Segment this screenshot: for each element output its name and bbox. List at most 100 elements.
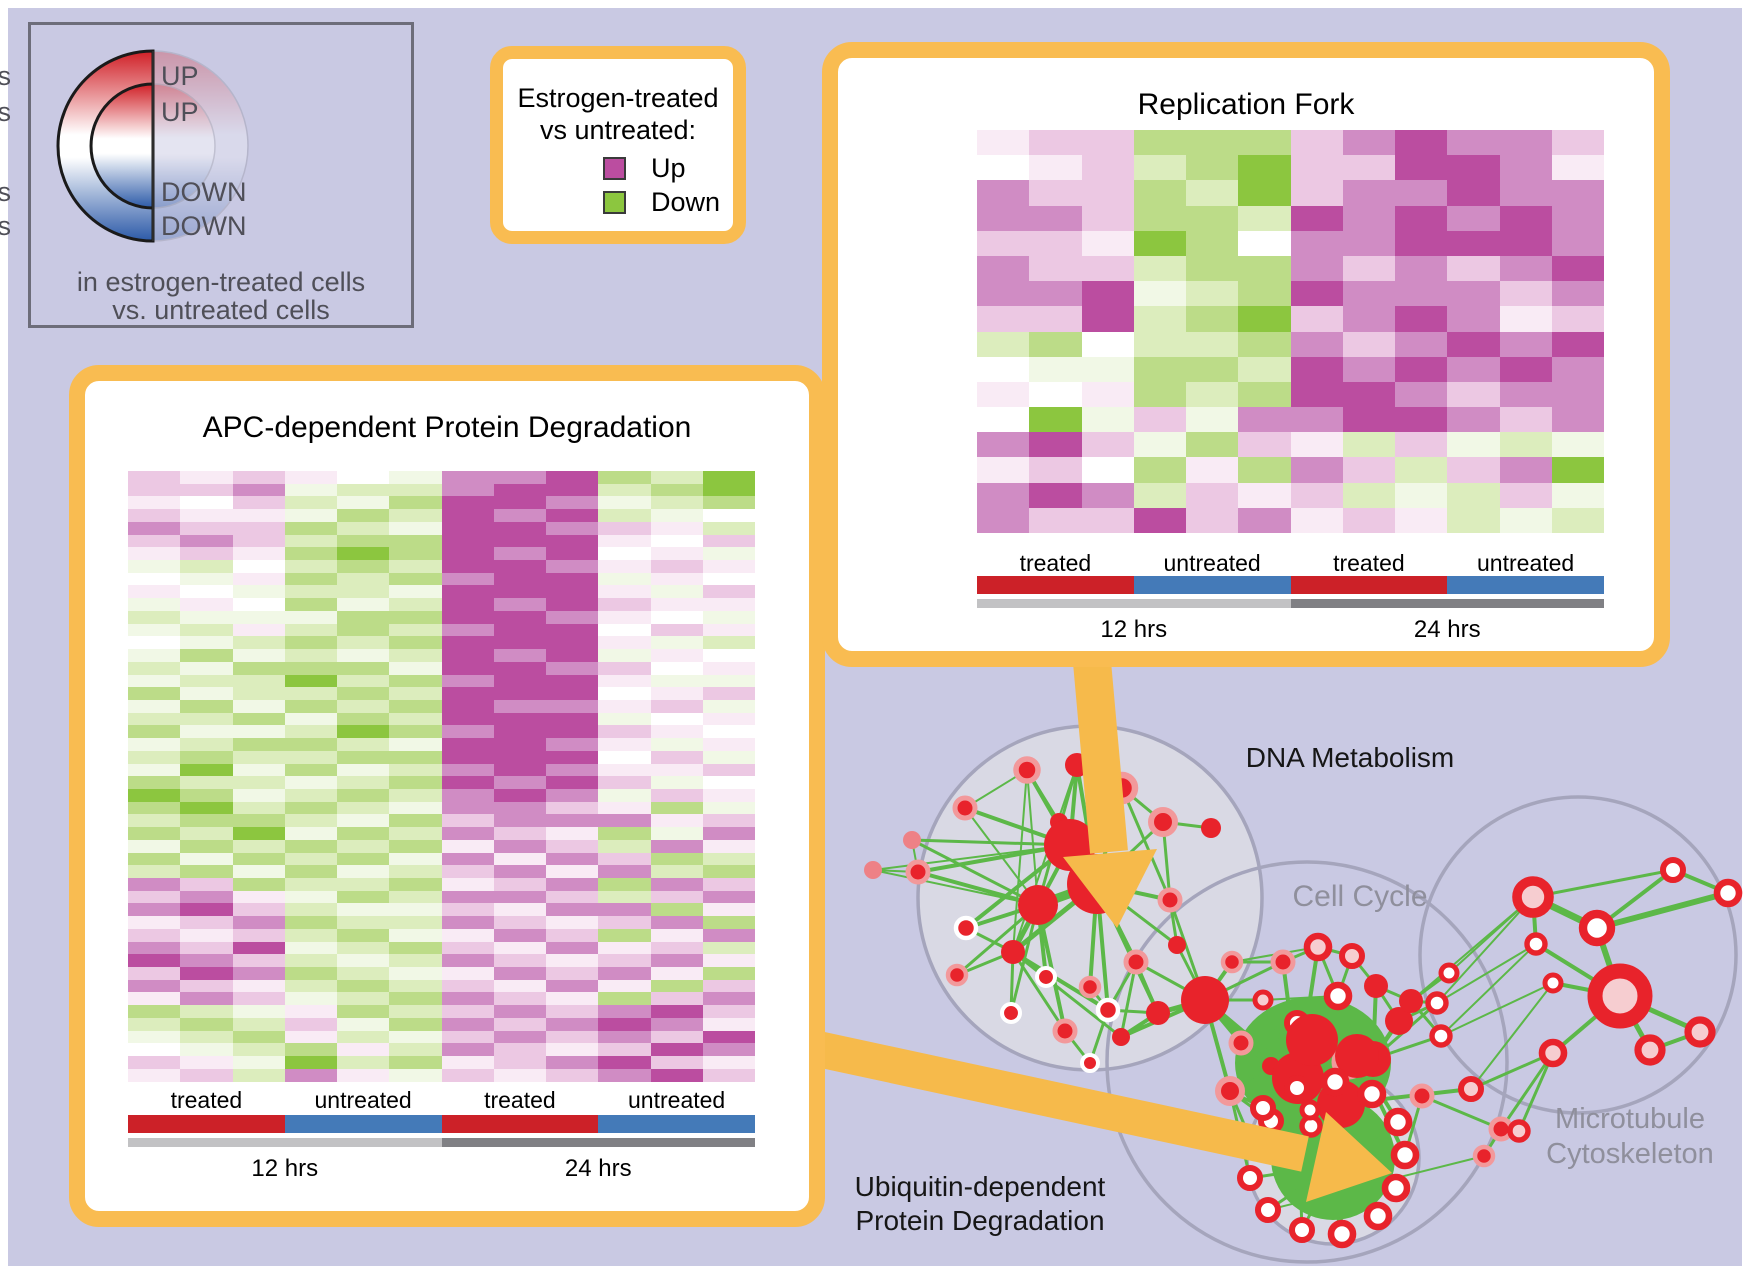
time-label: 12 hrs: [1100, 616, 1168, 643]
network-edge: [872, 869, 1039, 906]
heatmap-cell: [598, 903, 651, 917]
heatmap-cell: [389, 712, 442, 726]
heatmap-cell: [1342, 356, 1395, 382]
heatmap-cell: [1238, 155, 1291, 181]
heatmap-cell: [128, 585, 181, 599]
heatmap-cell: [493, 547, 546, 561]
heatmap-cell: [180, 814, 233, 828]
heatmap-cell: [337, 941, 390, 955]
heatmap-cell: [441, 814, 494, 828]
heatmap-cell: [702, 878, 755, 891]
heatmap-row: [977, 205, 1604, 231]
heatmap-cell: [1395, 230, 1448, 256]
heatmap-cell: [284, 878, 337, 891]
heatmap-cell: [702, 827, 755, 840]
heatmap-cell: [1551, 482, 1604, 508]
heatmap-row: [128, 636, 755, 650]
heatmap-cell: [702, 763, 755, 777]
heatmap-cell: [1447, 130, 1500, 156]
heatmap-cell: [180, 471, 233, 484]
heatmap-cell: [1395, 457, 1448, 483]
heatmap-cell: [1186, 331, 1239, 357]
network-node: [1320, 1067, 1350, 1097]
heatmap-cell: [337, 916, 390, 929]
network-edge: [1120, 786, 1172, 902]
heatmap-cell: [598, 483, 651, 497]
heatmap-row: [128, 649, 755, 662]
heatmap-cell: [441, 636, 494, 650]
heatmap-cell: [977, 180, 1030, 206]
heatmap-cell: [232, 649, 285, 662]
heatmap-cell: [128, 839, 181, 853]
heatmap-cell: [180, 738, 233, 751]
heatmap-cell: [337, 1043, 390, 1057]
heatmap-cell: [546, 992, 599, 1006]
heatmap-cell: [546, 1056, 599, 1069]
heatmap-cell: [650, 521, 703, 535]
heatmap-cell: [128, 992, 181, 1006]
heatmap-cell: [1238, 356, 1291, 382]
heatmap-cell: [977, 482, 1030, 508]
heatmap-cell: [702, 801, 755, 815]
heatmap-cell: [337, 814, 390, 828]
heatmap-cell: [389, 839, 442, 853]
heatmap-cell: [1499, 356, 1552, 382]
heatmap-cell: [337, 1030, 390, 1044]
heatmap-cell: [441, 674, 494, 688]
heatmap-cell: [1395, 356, 1448, 382]
heatmap-cell: [546, 687, 599, 700]
heatmap-cell: [702, 471, 755, 484]
heatmap-cell: [1081, 205, 1134, 231]
heatmap-cell: [232, 928, 285, 942]
heatmap-cell: [546, 941, 599, 955]
heatmap-row: [128, 852, 755, 866]
heatmap-cell: [493, 852, 546, 866]
heatmap-cell: [337, 738, 390, 751]
heatmap-cell: [493, 674, 546, 688]
time-24-bar: [441, 1138, 755, 1147]
heatmap-cell: [977, 205, 1030, 231]
heatmap-cell: [337, 585, 390, 599]
heatmap-cell: [1290, 180, 1343, 206]
heatmap-cell: [337, 890, 390, 904]
heatmap-cell: [1029, 281, 1082, 307]
heatmap-row: [128, 776, 755, 789]
heatmap-cell: [546, 814, 599, 828]
heatmap-cell: [389, 547, 442, 561]
time-label: at 12 hrs: [0, 177, 11, 207]
heatmap-cell: [1290, 230, 1343, 256]
heatmap-cell: [441, 547, 494, 561]
heatmap-cell: [128, 521, 181, 535]
heatmap-cell: [180, 827, 233, 840]
heatmap-cell: [180, 776, 233, 789]
heatmap-row: [128, 509, 755, 522]
heatmap-cell: [702, 636, 755, 650]
heatmap-row: [128, 750, 755, 764]
heatmap-cell: [702, 1005, 755, 1018]
heatmap-cell: [650, 903, 703, 917]
heatmap-cell: [180, 725, 233, 739]
heatmap-cell: [1186, 457, 1239, 483]
heatmap-cell: [441, 725, 494, 739]
heatmap-cell: [128, 878, 181, 891]
heatmap-cell: [702, 814, 755, 828]
heatmap-cell: [128, 979, 181, 993]
heatmap-cell: [441, 776, 494, 789]
heatmap-cell: [1186, 432, 1239, 458]
network-edge: [1012, 764, 1078, 953]
heatmap-cell: [1133, 230, 1186, 256]
time-label: 24 hrs: [564, 1155, 632, 1182]
heatmap-cell: [546, 509, 599, 522]
heatmap-cell: [650, 661, 703, 675]
heatmap-cell: [128, 890, 181, 904]
heatmap-cell: [598, 509, 651, 522]
heatmap-cell: [1029, 130, 1082, 156]
annotation-arrow-shaft: [1073, 660, 1128, 854]
heatmap-cell: [232, 941, 285, 955]
heatmap-cell: [284, 890, 337, 904]
heatmap-cell: [650, 687, 703, 700]
heatmap-cell: [337, 471, 390, 484]
heatmap-cell: [232, 509, 285, 522]
heatmap-row: [128, 534, 755, 548]
heatmap-cell: [232, 852, 285, 866]
